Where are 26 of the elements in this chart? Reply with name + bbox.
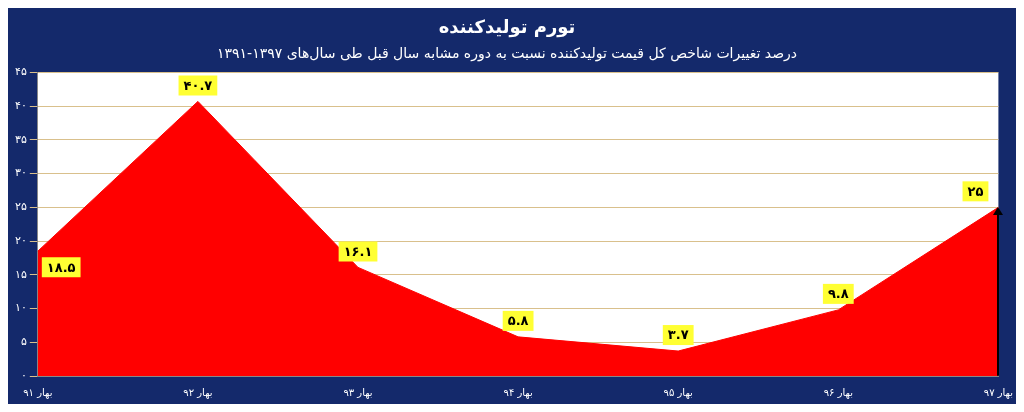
x-tick-label: بهار ۹۱ — [23, 386, 53, 399]
y-tick-label: ۱۰ — [14, 301, 27, 315]
y-tick-label: ۲۵ — [14, 200, 27, 214]
x-tick-label: بهار ۹۴ — [503, 386, 533, 399]
y-tick-label: ۴۵ — [14, 65, 27, 79]
data-label: ۴۰.۷ — [183, 77, 213, 93]
x-tick-label: بهار ۹۲ — [183, 386, 213, 399]
data-label: ۳.۷ — [667, 327, 689, 343]
x-tick-label: بهار ۹۳ — [343, 386, 373, 399]
data-label: ۲۵ — [967, 183, 984, 199]
data-label: ۹.۸ — [827, 286, 849, 302]
y-tick-label: ۱۵ — [14, 267, 27, 281]
x-tick-label: بهار ۹۶ — [823, 386, 853, 399]
chart-title: تورم تولیدکننده — [438, 16, 576, 39]
y-tick-label: ۵ — [20, 335, 27, 349]
data-label: ۵.۸ — [507, 313, 529, 329]
y-tick-label: ۲۰ — [14, 233, 27, 247]
y-tick-label: ۰ — [20, 368, 27, 382]
x-tick-label: بهار ۹۷ — [983, 386, 1014, 399]
data-label: ۱۸.۵ — [46, 259, 76, 275]
y-tick-label: ۴۰ — [14, 98, 27, 112]
y-tick-label: ۳۰ — [14, 166, 27, 180]
chart-subtitle: درصد تغییرات شاخص کل قیمت تولیدکننده نسبت به دوره مشابه سال قبل طی سال‌های ۱۳۹۷-۱۳۹۱ — [216, 44, 798, 62]
x-tick-label: بهار ۹۵ — [663, 386, 693, 399]
y-tick-label: ۳۵ — [14, 132, 27, 146]
data-label: ۱۶.۱ — [343, 243, 373, 259]
